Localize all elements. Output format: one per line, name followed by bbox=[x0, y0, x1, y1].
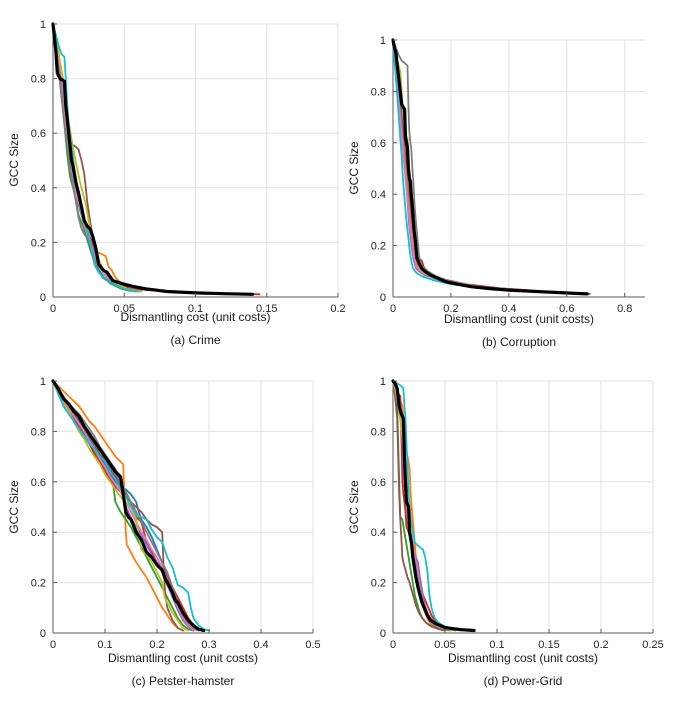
x-tick-label: 0 bbox=[390, 639, 396, 651]
x-tick-label: 0.4 bbox=[253, 639, 268, 651]
x-tick-label: 0.5 bbox=[305, 639, 320, 651]
y-tick-label: 0 bbox=[40, 628, 46, 640]
chart-panel-corruption: 0 0.2 0.4 0.6 0.8 0 0.2 0.4 0.6 0.8 1 GCC Size Dis… bbox=[340, 0, 680, 351]
x-tick-label: 0.15 bbox=[538, 639, 559, 651]
x-tick-label: 0.2 bbox=[593, 639, 608, 651]
plot-area-petster-hamster: 0 0.1 0.2 0.3 0.4 0.5 0 0.2 0.4 0.6 0.8 1 bbox=[31, 376, 321, 651]
x-tick-label: 0.05 bbox=[114, 303, 135, 315]
x-tick-label: 0.15 bbox=[256, 303, 277, 315]
x-tick-label: 0.2 bbox=[443, 303, 458, 315]
x-tick-label: 0.2 bbox=[330, 303, 345, 315]
x-tick-label: 0.8 bbox=[617, 303, 632, 315]
x-tick-label: 0 bbox=[390, 303, 396, 315]
series-line-run-green bbox=[392, 39, 580, 295]
y-tick-label: 0.6 bbox=[31, 477, 46, 489]
y-tick-label: 0.2 bbox=[31, 237, 46, 249]
y-tick-label: 0.2 bbox=[371, 241, 386, 253]
y-tick-label: 0.4 bbox=[31, 527, 46, 539]
series-line-run-red bbox=[52, 23, 261, 296]
y-tick-label: 0.8 bbox=[371, 86, 386, 98]
y-tick-label: 0.4 bbox=[371, 189, 386, 201]
chart-caption-corruption: (b) Corruption bbox=[481, 335, 557, 349]
chart-caption-power-grid: (d) Power-Grid bbox=[483, 674, 563, 688]
series-line-run-blue bbox=[392, 39, 586, 295]
plot-area-crime: 0 0.05 0.1 0.15 0.2 0 0.2 0.4 0.6 0.8 1 bbox=[31, 19, 346, 315]
y-tick-label: 0.2 bbox=[31, 578, 46, 590]
y-tick-label: 0 bbox=[380, 628, 386, 640]
series-line-ensemble-black bbox=[391, 38, 589, 296]
y-axis-label-petster-hamster: GCC Size bbox=[7, 480, 21, 534]
series-line-run-cyan bbox=[392, 380, 462, 632]
y-tick-label: 0 bbox=[40, 292, 46, 304]
x-tick-label: 0 bbox=[50, 639, 56, 651]
y-tick-label: 0.4 bbox=[371, 527, 386, 539]
y-tick-label: 0.2 bbox=[371, 578, 386, 590]
series-line-ensemble-black bbox=[391, 379, 476, 633]
x-tick-label: 0.1 bbox=[97, 639, 112, 651]
y-tick-label: 0.6 bbox=[31, 128, 46, 140]
y-tick-label: 1 bbox=[40, 19, 46, 31]
y-tick-label: 0.8 bbox=[31, 426, 46, 438]
series-line-run-pink bbox=[392, 39, 589, 295]
series-line-run-orange bbox=[392, 39, 589, 295]
y-axis-label-power-grid: GCC Size bbox=[347, 480, 361, 534]
y-tick-label: 0.6 bbox=[371, 477, 386, 489]
series-line-run-cyan bbox=[392, 39, 586, 295]
x-axis-label-crime: Dismantling cost (unit costs) bbox=[120, 310, 271, 324]
x-tick-label: 0.1 bbox=[489, 639, 504, 651]
series-line-run-brown bbox=[392, 380, 446, 632]
x-tick-label: 0.4 bbox=[501, 303, 516, 315]
series-line-run-brown bbox=[392, 39, 577, 295]
y-tick-label: 0.8 bbox=[31, 74, 46, 86]
series-line-run-gray bbox=[52, 23, 140, 293]
series-line-run-red bbox=[392, 39, 591, 295]
chart-caption-petster-hamster: (c) Petster-hamster bbox=[131, 674, 235, 688]
series-line-run-gray bbox=[392, 39, 591, 295]
chart-panel-crime: 0 0.05 0.1 0.15 0.2 0 0.2 0.4 0.6 0.8 1 GCC Size D… bbox=[0, 0, 346, 351]
y-tick-label: 0.8 bbox=[371, 426, 386, 438]
series-line-run-olive bbox=[392, 39, 583, 295]
x-axis-label-corruption: Dismantling cost (unit costs) bbox=[443, 312, 595, 326]
y-axis-label-corruption: GCC Size bbox=[347, 141, 361, 195]
y-tick-label: 1 bbox=[380, 376, 386, 388]
chart-panel-petster-hamster: 0 0.1 0.2 0.3 0.4 0.5 0 0.2 0.4 0.6 0.8 1 GCC Size … bbox=[0, 351, 340, 702]
series-line-run-pink bbox=[52, 23, 134, 293]
chart-caption-crime: (a) Crime bbox=[170, 333, 221, 347]
y-tick-label: 0 bbox=[380, 292, 386, 304]
x-tick-label: 0.3 bbox=[201, 639, 216, 651]
series-line-run-olive bbox=[52, 380, 190, 632]
x-tick-label: 0.2 bbox=[149, 639, 164, 651]
x-tick-label: 0.1 bbox=[188, 303, 203, 315]
series-line-ensemble-black bbox=[51, 22, 255, 296]
series-line-run-gray bbox=[52, 380, 200, 632]
series-line-run-cyan bbox=[52, 380, 210, 632]
x-axis-label-petster-hamster: Dismantling cost (unit costs) bbox=[107, 651, 259, 665]
chart-panel-power-grid: 0 0.05 0.1 0.15 0.2 0.25 0 0.2 0.4 0.6 0.8 1 GCC Si… bbox=[340, 351, 680, 702]
x-tick-label: 0.05 bbox=[434, 639, 455, 651]
x-tick-label: 0.6 bbox=[559, 303, 574, 315]
y-tick-label: 0.4 bbox=[31, 183, 46, 195]
x-tick-label: 0.25 bbox=[642, 639, 663, 651]
y-tick-label: 0.6 bbox=[371, 138, 386, 150]
x-tick-label: 0 bbox=[50, 303, 56, 315]
y-axis-label-crime: GCC Size bbox=[7, 133, 21, 187]
x-axis-label-power-grid: Dismantling cost (unit costs) bbox=[447, 651, 599, 665]
plot-area-corruption: 0 0.2 0.4 0.6 0.8 0 0.2 0.4 0.6 0.8 1 bbox=[371, 35, 645, 315]
series-line-run-purple bbox=[392, 39, 589, 295]
series-line-ensemble-black bbox=[51, 379, 206, 633]
plot-area-power-grid: 0 0.05 0.1 0.15 0.2 0.25 0 0.2 0.4 0.6 0.8 1 bbox=[371, 376, 664, 651]
series-line-run-orange bbox=[52, 380, 184, 632]
y-tick-label: 1 bbox=[40, 376, 46, 388]
y-tick-label: 1 bbox=[380, 35, 386, 47]
